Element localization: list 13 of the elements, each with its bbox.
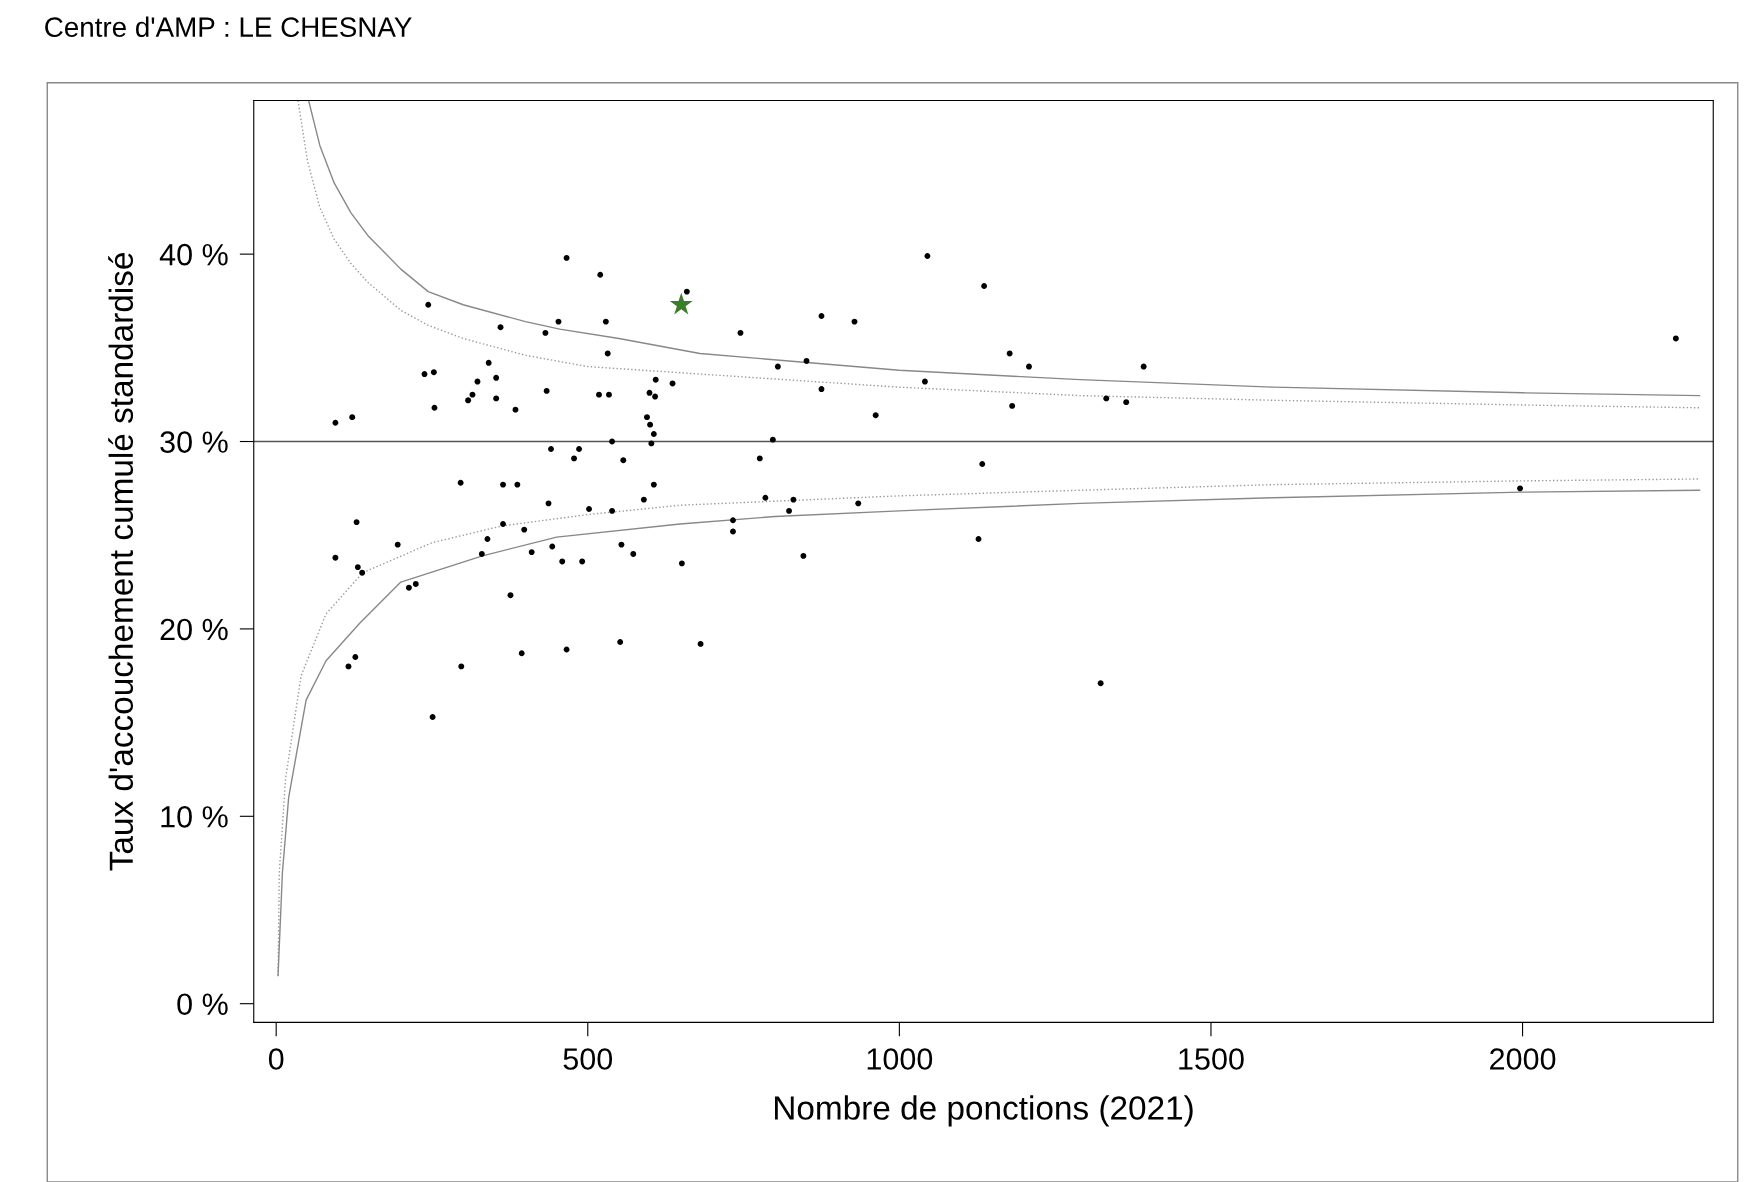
- x-tick-label: 0: [268, 1048, 284, 1070]
- y-tick-label: 20 %: [160, 618, 228, 641]
- y-tick-label: 40 %: [159, 243, 228, 266]
- y-tick-label: 10 %: [161, 806, 228, 828]
- x-tick-label: 2000: [1490, 1048, 1556, 1070]
- x-axis-title: Nombre de ponctions (2021): [775, 1095, 1193, 1127]
- chart-title: Centre d'AMP : LE CHESNAY: [45, 16, 412, 38]
- y-axis-title: Taux d'accouchement cumulé standardisé: [108, 253, 134, 871]
- y-tick-label: 30 %: [160, 431, 228, 453]
- x-tick-label: 500: [563, 1048, 613, 1070]
- y-tick-label: 0 %: [177, 993, 228, 1016]
- x-tick-label: 1500: [1179, 1048, 1244, 1070]
- x-tick-label: 1000: [867, 1048, 933, 1070]
